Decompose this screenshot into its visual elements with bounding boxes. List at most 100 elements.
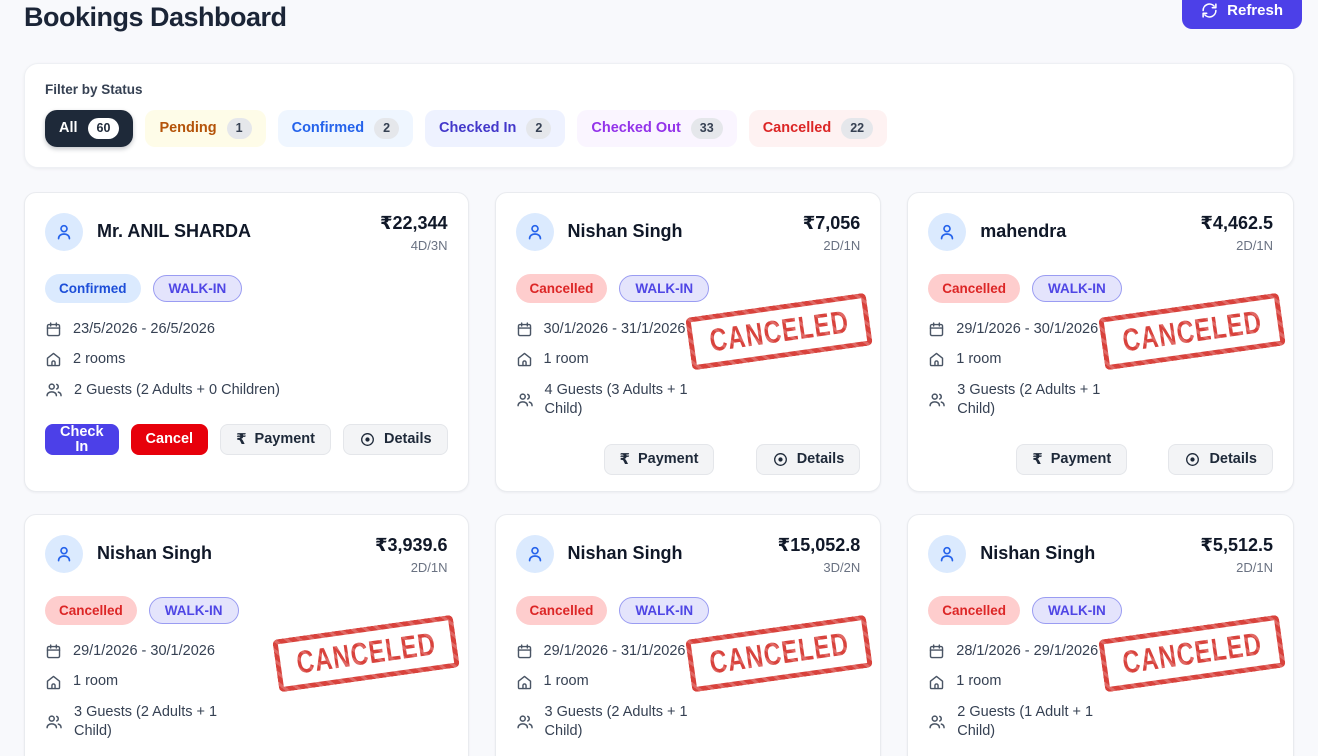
- filter-chip-pending[interactable]: Pending 1: [145, 110, 266, 147]
- booking-card: Nishan Singh ₹3,939.6 2D/1N Cancelled WA…: [24, 513, 469, 756]
- booking-details: 29/1/2026 - 31/1/2026 1 room 3 Guests (2…: [516, 642, 861, 753]
- filter-chip-label: Checked Out: [591, 120, 681, 137]
- calendar-icon: [930, 322, 944, 337]
- card-header: Nishan Singh ₹15,052.8 3D/2N: [515, 534, 861, 575]
- guests-row: 4 Guests (3 Adults + 1 Child): [516, 381, 861, 420]
- guests-count: 3 Guests (2 Adults + 1 Child): [957, 381, 1101, 418]
- guest-avatar: [515, 212, 554, 251]
- guests-count: 2 Guests (1 Adult + 1 Child): [957, 703, 1094, 740]
- booking-duration: 2D/1N: [1236, 237, 1273, 253]
- rooms-row: 1 room: [928, 350, 1273, 370]
- date-range: 28/1/2026 - 29/1/2026: [956, 642, 1099, 659]
- guests-count: 3 Guests (2 Adults + 1 Child): [74, 703, 218, 740]
- walkin-badge: WALK-IN: [1032, 274, 1122, 302]
- filter-chip-count-badge: 1: [226, 118, 252, 139]
- details-button[interactable]: Details: [342, 424, 448, 456]
- filter-chip-count-badge: 22: [841, 118, 874, 139]
- filter-panel: Filter by Status All 60 Pending 1 Confir…: [24, 63, 1294, 168]
- payment-button[interactable]: ₹ Payment: [603, 443, 715, 475]
- rooms-count: 1 room: [543, 673, 589, 690]
- card-actions: ₹ Payment Details: [516, 443, 861, 475]
- date-range: 29/1/2026 - 30/1/2026: [956, 320, 1099, 337]
- filter-chip-count-badge: 33: [690, 118, 723, 139]
- date-range-row: 23/5/2026 - 26/5/2026: [45, 320, 448, 340]
- filter-chip-confirmed[interactable]: Confirmed 2: [277, 110, 414, 147]
- payment-button[interactable]: ₹ Payment: [1016, 443, 1128, 475]
- rooms-count: 1 room: [543, 351, 589, 368]
- card-header: Nishan Singh ₹5,512.5 2D/1N: [928, 534, 1273, 575]
- check-in-button[interactable]: Check In: [45, 424, 119, 456]
- home-icon: [930, 353, 944, 367]
- guests-count: 4 Guests (3 Adults + 1 Child): [544, 381, 688, 418]
- refresh-button[interactable]: Refresh: [1182, 0, 1302, 29]
- booking-amount: ₹4,462.5: [1200, 212, 1273, 233]
- filter-chip-checked-in[interactable]: Checked In 2: [425, 110, 566, 147]
- booking-duration: 2D/1N: [410, 559, 448, 575]
- home-icon: [517, 675, 531, 689]
- booking-amount: ₹3,939.6: [374, 534, 448, 555]
- card-header: Nishan Singh ₹3,939.6 2D/1N: [45, 534, 448, 575]
- booking-details: 23/5/2026 - 26/5/2026 2 rooms 2 Guests (…: [45, 320, 448, 412]
- filter-chip-cancelled[interactable]: Cancelled 22: [748, 110, 888, 147]
- status-badge: Cancelled: [515, 273, 608, 303]
- booking-duration: 4D/3N: [410, 237, 448, 253]
- rooms-count: 1 room: [956, 673, 1002, 690]
- calendar-icon: [930, 644, 944, 659]
- booking-details: 28/1/2026 - 29/1/2026 1 room 2 Guests (1…: [928, 642, 1273, 753]
- booking-details: 29/1/2026 - 30/1/2026 1 room 3 Guests (2…: [928, 320, 1273, 431]
- card-actions: Check In Cancel ₹ Payment Details: [45, 424, 448, 456]
- booking-card: Mr. ANIL SHARDA ₹22,344 4D/3N Confirmed …: [24, 191, 469, 492]
- booking-card: Nishan Singh ₹5,512.5 2D/1N Cancelled WA…: [907, 513, 1294, 756]
- details-label: Details: [796, 451, 845, 467]
- users-icon: [516, 393, 533, 407]
- details-button[interactable]: Details: [1168, 443, 1273, 475]
- badge-row: Cancelled WALK-IN: [928, 273, 1273, 303]
- guest-name: Nishan Singh: [567, 221, 683, 241]
- badge-row: Cancelled WALK-IN: [515, 595, 861, 625]
- booking-amount: ₹15,052.8: [777, 534, 861, 555]
- details-label: Details: [383, 431, 432, 448]
- booking-amount: ₹22,344: [379, 212, 448, 233]
- filter-chip-checked-out[interactable]: Checked Out 33: [577, 110, 737, 147]
- filter-chip-label: Pending: [159, 120, 217, 137]
- filter-chip-row: All 60 Pending 1 Confirmed 2 Checked In …: [45, 110, 1273, 147]
- guests-row: 3 Guests (2 Adults + 1 Child): [928, 381, 1273, 420]
- guest-avatar: [928, 212, 967, 251]
- walkin-badge: WALK-IN: [619, 274, 710, 302]
- booking-card: Nishan Singh ₹7,056 2D/1N Cancelled WALK…: [494, 191, 882, 492]
- cancel-button[interactable]: Cancel: [130, 424, 209, 456]
- date-range: 23/5/2026 - 26/5/2026: [73, 320, 215, 337]
- payment-button[interactable]: ₹ Payment: [220, 424, 331, 456]
- walkin-badge: WALK-IN: [148, 596, 239, 624]
- filter-chip-count-badge: 2: [374, 118, 400, 139]
- person-icon: [941, 224, 954, 239]
- users-icon: [929, 393, 946, 407]
- card-header: Nishan Singh ₹7,056 2D/1N: [515, 212, 860, 253]
- walkin-badge: WALK-IN: [1032, 596, 1122, 624]
- booking-card: mahendra ₹4,462.5 2D/1N Cancelled WALK-I…: [907, 191, 1294, 492]
- date-range-row: 28/1/2026 - 29/1/2026: [928, 642, 1273, 662]
- status-badge: Confirmed: [45, 273, 141, 303]
- person-icon: [528, 546, 541, 562]
- page-title: Bookings Dashboard: [24, 2, 287, 32]
- rooms-row: 1 room: [928, 672, 1273, 692]
- filter-chip-all[interactable]: All 60: [45, 110, 134, 147]
- badge-row: Cancelled WALK-IN: [515, 273, 861, 303]
- card-header: mahendra ₹4,462.5 2D/1N: [928, 212, 1273, 253]
- details-button[interactable]: Details: [755, 443, 861, 475]
- date-range-row: 29/1/2026 - 30/1/2026: [45, 642, 448, 662]
- topbar: Bookings Dashboard Refresh: [0, 0, 1318, 33]
- status-badge: Cancelled: [45, 595, 137, 625]
- filter-chip-label: Confirmed: [291, 120, 365, 137]
- home-icon: [46, 353, 61, 367]
- guests-row: 2 Guests (1 Adult + 1 Child): [928, 703, 1273, 742]
- person-icon: [57, 224, 71, 239]
- guests-row: 2 Guests (2 Adults + 0 Children): [45, 381, 448, 401]
- users-icon: [46, 383, 62, 397]
- rooms-count: 2 rooms: [73, 351, 126, 368]
- rooms-row: 1 room: [516, 672, 861, 692]
- users-icon: [929, 715, 946, 729]
- date-range: 30/1/2026 - 31/1/2026: [543, 320, 686, 337]
- rooms-count: 1 room: [73, 673, 119, 690]
- badge-row: Confirmed WALK-IN: [45, 273, 448, 303]
